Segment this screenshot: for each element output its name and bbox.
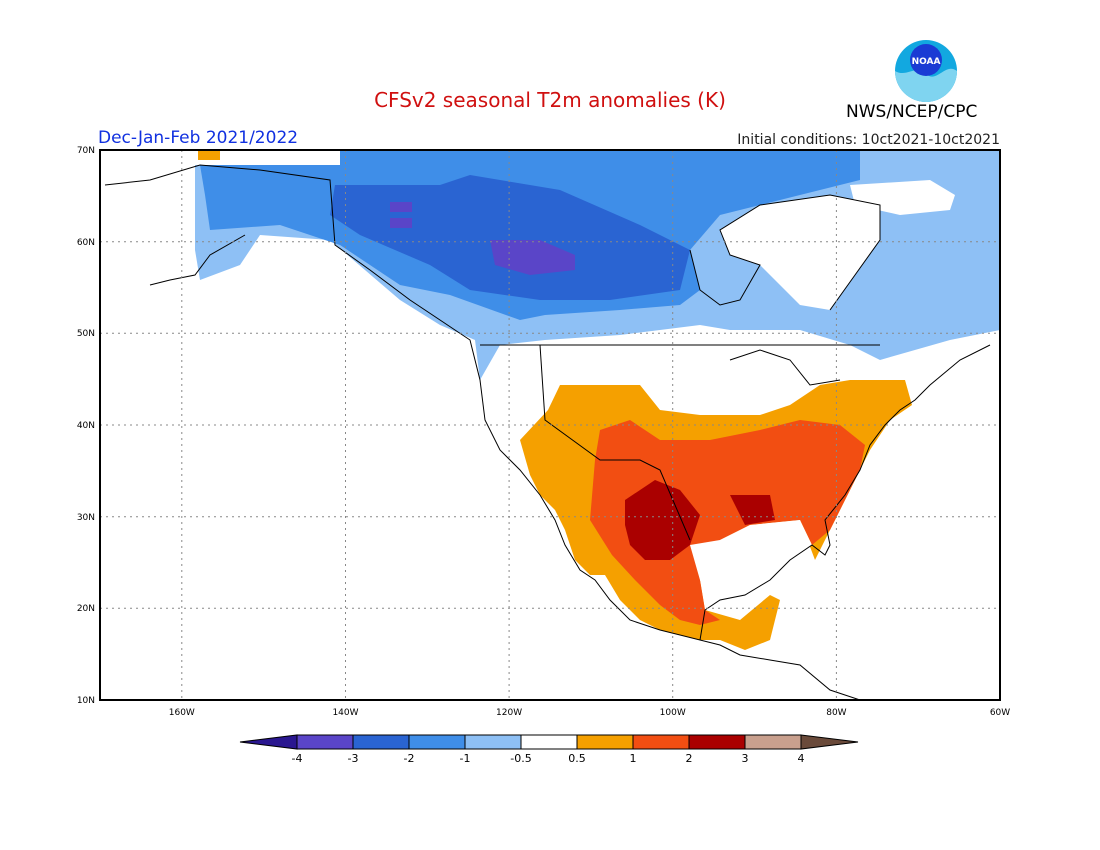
near-normal-zone — [690, 520, 812, 612]
anomaly-cell-coldest — [390, 218, 412, 228]
legend-swatch — [352, 734, 410, 750]
legend-swatch — [744, 734, 802, 750]
agency-label: NWS/NCEP/CPC — [846, 102, 978, 122]
logo-text: NOAA — [912, 57, 941, 67]
legend-swatch — [408, 734, 466, 750]
coastlines — [104, 164, 991, 700]
anomaly-zone-warmest — [625, 480, 700, 560]
anomaly-fields — [195, 150, 1000, 650]
legend-tick-label: 2 — [686, 752, 693, 765]
map-title: CFSv2 seasonal T2m anomalies (K) — [374, 88, 726, 112]
anomaly-zone-coldest — [490, 240, 575, 275]
legend-tick-label: -0.5 — [510, 752, 531, 765]
lat-label: 10N — [77, 696, 95, 706]
lat-label: 40N — [77, 421, 95, 431]
map-frame — [99, 149, 1001, 701]
anomaly-zone-colder — [330, 175, 690, 300]
legend-swatch — [296, 734, 354, 750]
legend-tick-label: -4 — [292, 752, 303, 765]
anomaly-cell-coldest — [390, 202, 412, 212]
legend-arrow-low — [239, 734, 298, 750]
legend-tick-label: -2 — [404, 752, 415, 765]
lat-label: 20N — [77, 604, 95, 614]
anomaly-cell-warm — [198, 150, 220, 160]
lon-label: 100W — [660, 708, 686, 718]
anomaly-zone-warmest — [730, 495, 775, 525]
lon-label: 140W — [332, 708, 358, 718]
anomaly-zone-warmer — [590, 420, 865, 625]
longitude-labels: 160W 140W 120W 100W 80W 60W — [169, 708, 1011, 718]
legend-tick-label: -3 — [348, 752, 359, 765]
lon-label: 160W — [169, 708, 195, 718]
season-label: Dec-Jan-Feb 2021/2022 — [98, 128, 299, 148]
lat-label: 50N — [77, 329, 95, 339]
lat-label: 70N — [77, 146, 95, 156]
legend-tick-label: 4 — [798, 752, 805, 765]
graticule — [100, 150, 1000, 700]
color-legend: -4 -3 -2 -1 -0.5 0.5 1 2 3 4 — [239, 734, 859, 765]
legend-arrow-high — [800, 734, 859, 750]
legend-tick-label: 3 — [742, 752, 749, 765]
latitude-labels: 70N 60N 50N 40N 30N 20N 10N — [77, 146, 95, 706]
legend-swatch — [688, 734, 746, 750]
legend-swatch — [632, 734, 690, 750]
legend-swatch — [464, 734, 522, 750]
lon-label: 80W — [826, 708, 846, 718]
legend-tick-label: 0.5 — [568, 752, 586, 765]
noaa-logo-icon: NOAA — [895, 40, 957, 102]
legend-swatch — [576, 734, 634, 750]
lat-label: 30N — [77, 513, 95, 523]
lat-label: 60N — [77, 238, 95, 248]
initial-conditions-label: Initial conditions: 10ct2021-10ct2021 — [737, 132, 1000, 148]
lon-label: 120W — [496, 708, 522, 718]
near-normal-zone — [850, 180, 955, 215]
legend-tick-label: -1 — [460, 752, 471, 765]
near-normal-zone — [720, 195, 880, 310]
lon-label: 60W — [990, 708, 1010, 718]
legend-tick-label: 1 — [630, 752, 637, 765]
legend-swatch — [520, 734, 578, 750]
